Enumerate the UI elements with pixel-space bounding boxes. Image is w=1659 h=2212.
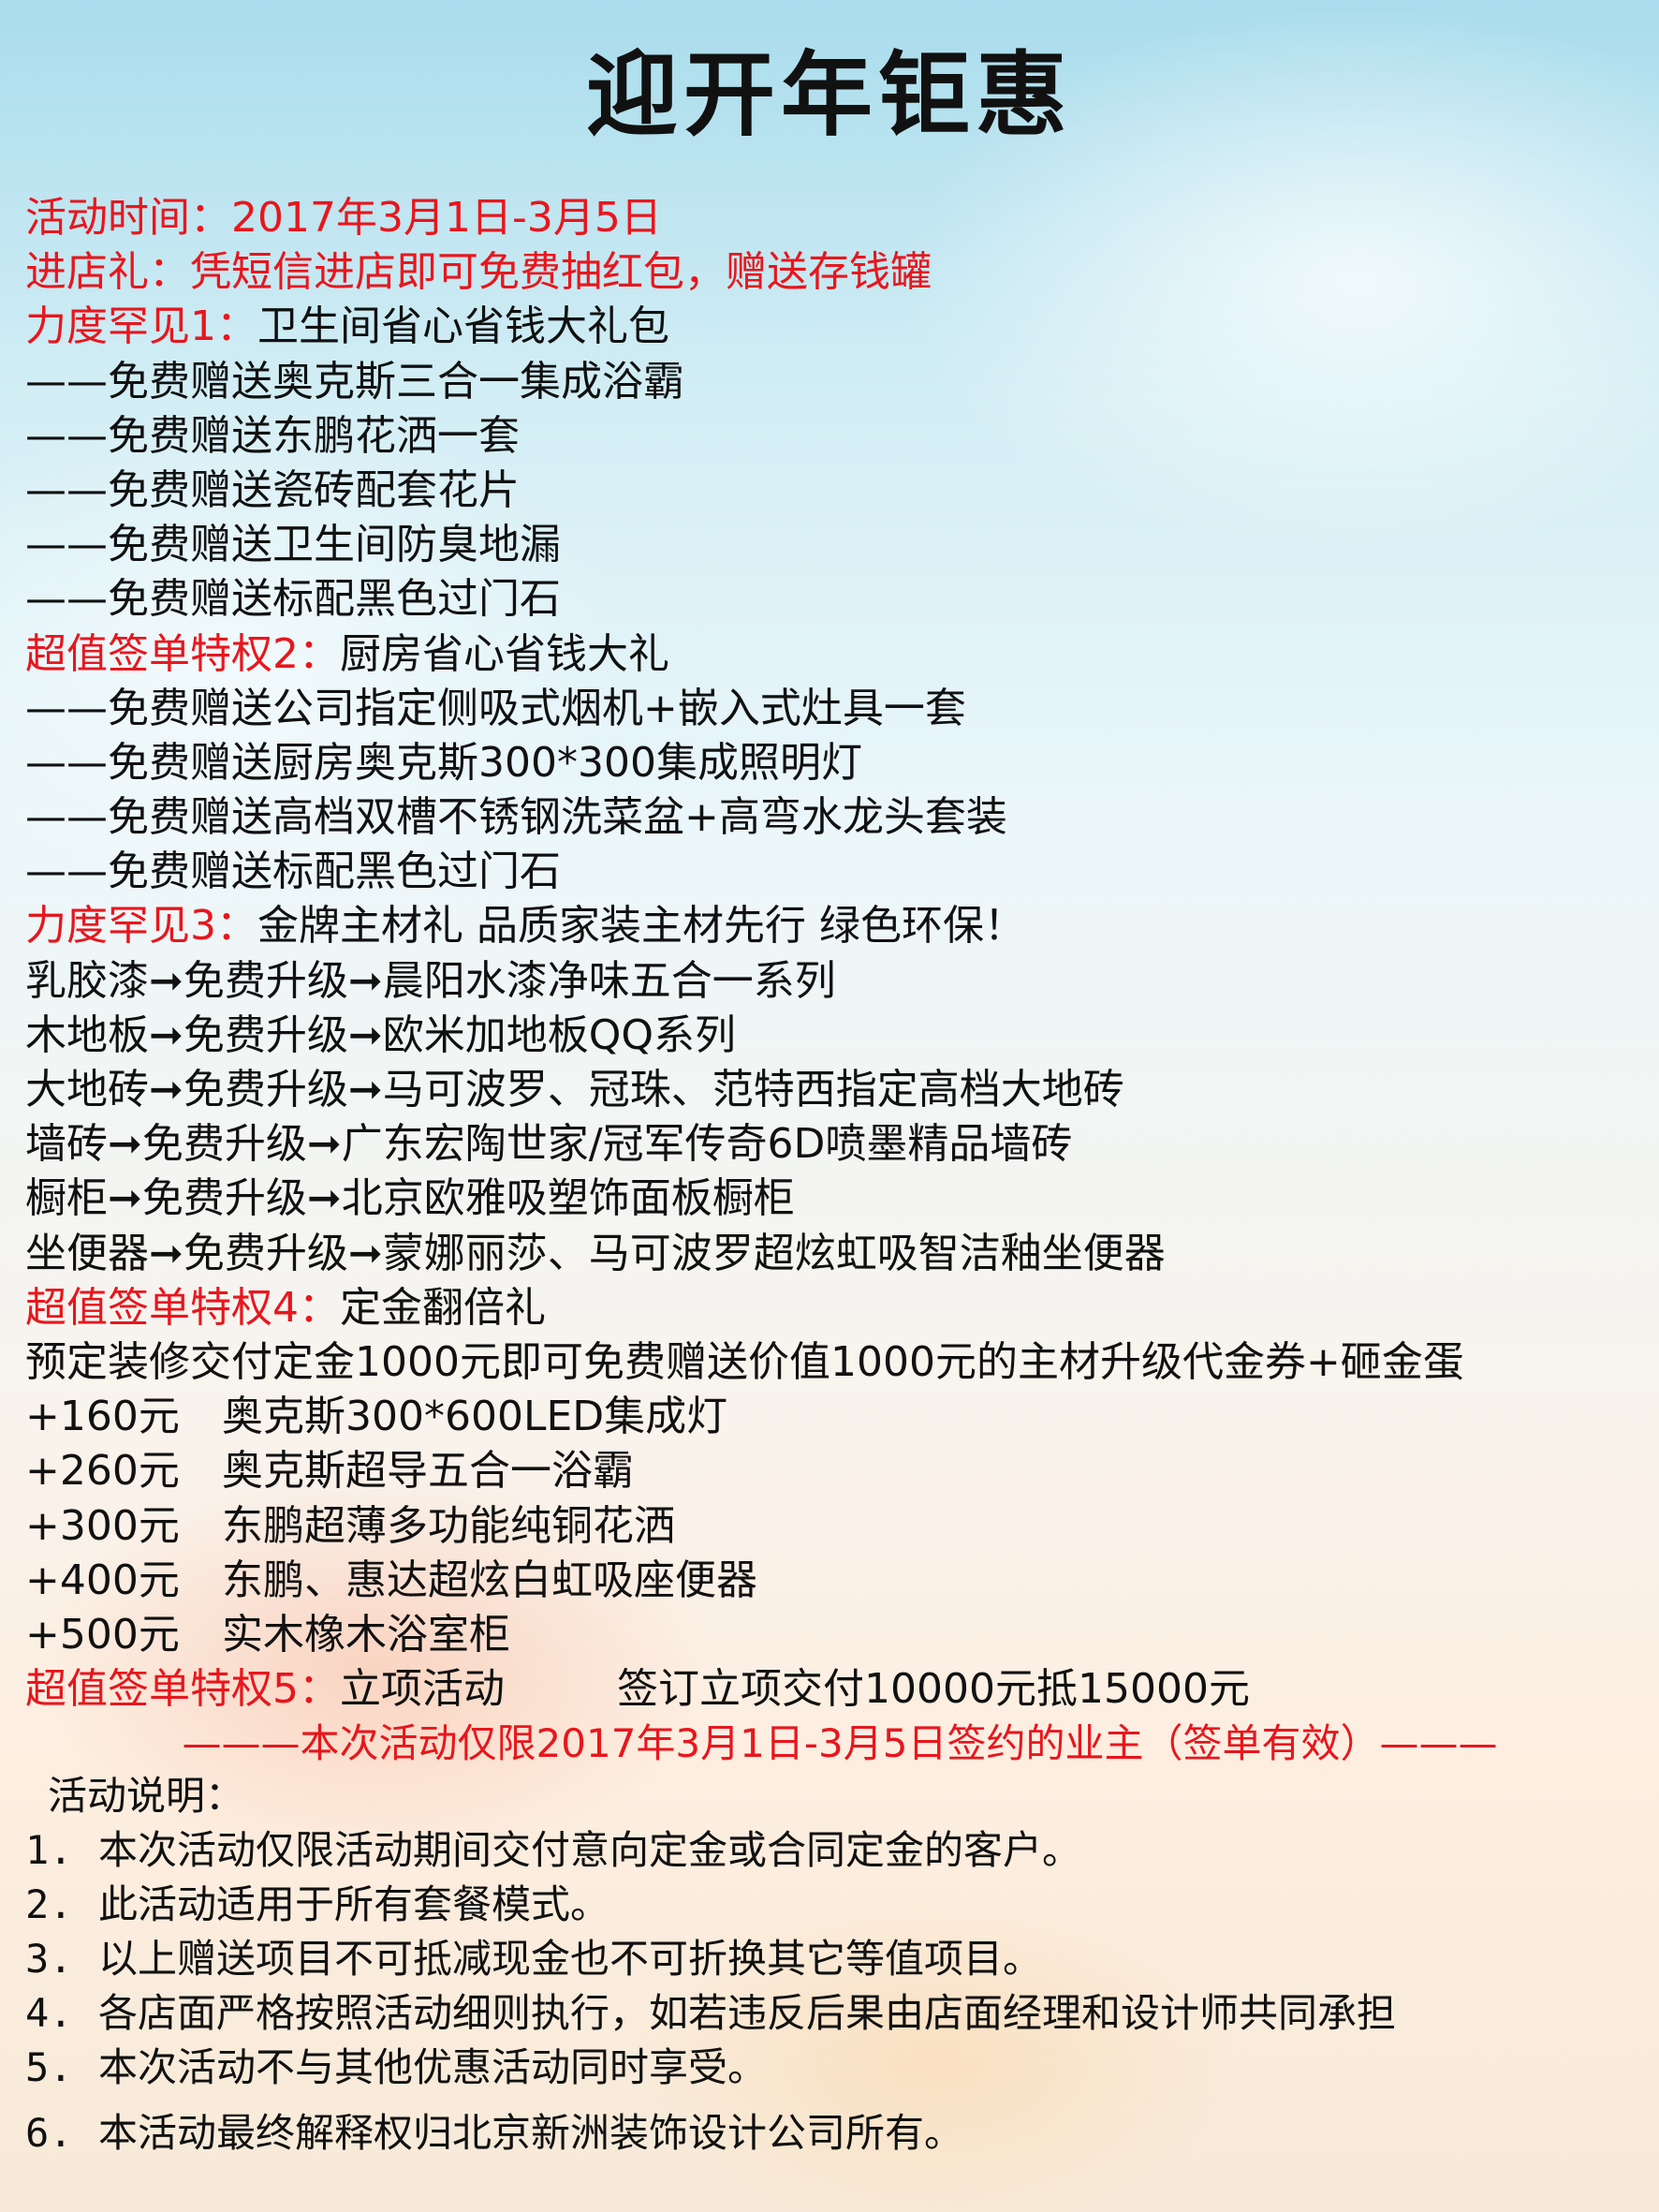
section1-item: ——免费赠送东鹏花洒一套 xyxy=(25,411,520,460)
bonus-row: +400元 东鹏、惠达超炫白虹吸座便器 xyxy=(25,1554,1654,1608)
section1-item: ——免费赠送卫生间防臭地漏 xyxy=(25,521,561,569)
note-text: 各店面严格按照活动细则执行，如若违反后果由店面经理和设计师共同承担 xyxy=(98,1990,1397,2036)
section1-heading: 力度罕见1：卫生间省心省钱大礼包 xyxy=(25,300,1654,354)
section2-item: ——免费赠送公司指定侧吸式烟机+嵌入式灶具一套 xyxy=(25,684,966,732)
note-item: 1. 本次活动仅限活动期间交付意向定金或合同定金的客户。 xyxy=(25,1823,1659,1878)
note-number: 2. xyxy=(25,1881,73,1927)
note-number: 5. xyxy=(25,2044,73,2090)
bonus-item: 实木橡木浴室柜 xyxy=(222,1610,510,1659)
section3-item: 橱柜➞免费升级➞北京欧雅吸塑饰面板橱柜 xyxy=(25,1174,795,1223)
bonus-row: +300元 东鹏超薄多功能纯铜花洒 xyxy=(25,1499,1654,1554)
note-text: 本次活动仅限活动期间交付意向定金或合同定金的客户。 xyxy=(98,1827,1082,1873)
section2-item: ——免费赠送厨房奥克斯300*300集成照明灯 xyxy=(25,738,862,787)
page-title: 迎开年钜惠 xyxy=(585,42,1073,149)
section1-item: ——免费赠送标配黑色过门石 xyxy=(25,575,561,624)
note-item: 5. 本次活动不与其他优惠活动同时享受。 xyxy=(25,2041,1659,2095)
section4-intro: 预定装修交付定金1000元即可免费赠送价值1000元的主材升级代金券+砸金蛋 xyxy=(25,1337,1464,1386)
section4-heading: 超值签单特权4：定金翻倍礼 xyxy=(25,1281,1654,1335)
bonus-row: +260元 奥克斯超导五合一浴霸 xyxy=(25,1444,1654,1498)
bonus-amount: +500元 xyxy=(25,1610,180,1659)
bonus-amount: +400元 xyxy=(25,1556,180,1604)
section2-item: ——免费赠送标配黑色过门石 xyxy=(25,848,561,896)
section2-item: ——免费赠送高档双槽不锈钢洗菜盆+高弯水龙头套装 xyxy=(25,793,1007,842)
section1-title: 卫生间省心省钱大礼包 xyxy=(257,302,669,351)
note-text: 本活动最终解释权归北京新洲装饰设计公司所有。 xyxy=(98,2110,964,2156)
bonus-item: 奥克斯超导五合一浴霸 xyxy=(222,1447,634,1496)
bonus-item: 东鹏、惠达超炫白虹吸座便器 xyxy=(222,1556,757,1604)
notes-heading: 活动说明： xyxy=(48,1773,245,1819)
section3-item: 坐便器➞免费升级➞蒙娜丽莎、马可波罗超炫虹吸智洁釉坐便器 xyxy=(25,1229,1166,1277)
section5-detail: 签订立项交付10000元抵15000元 xyxy=(617,1665,1250,1714)
note-text: 此活动适用于所有套餐模式。 xyxy=(98,1881,610,1927)
promo-content: 活动时间：2017年3月1日-3月5日 进店礼：凭短信进店即可免费抽红包，赠送存… xyxy=(25,191,1654,1771)
section3-item: 墙砖➞免费升级➞广东宏陶世家/冠军传奇6D喷墨精品墙砖 xyxy=(25,1120,1073,1169)
note-item: 2. 此活动适用于所有套餐模式。 xyxy=(25,1878,1659,1932)
section2-label: 超值签单特权2： xyxy=(25,629,340,678)
note-item: 6. 本活动最终解释权归北京新洲装饰设计公司所有。 xyxy=(25,2106,1659,2160)
bonus-item: 奥克斯300*600LED集成灯 xyxy=(222,1393,728,1441)
note-text: 以上赠送项目不可抵减现金也不可折换其它等值项目。 xyxy=(98,1936,1043,1982)
bonus-amount: +300元 xyxy=(25,1501,180,1550)
store-gift: 进店礼：凭短信进店即可免费抽红包，赠送存钱罐 xyxy=(25,248,932,297)
note-number: 1. xyxy=(25,1827,73,1873)
note-item: 3. 以上赠送项目不可抵减现金也不可折换其它等值项目。 xyxy=(25,1932,1659,1986)
event-limit-banner: ———本次活动仅限2017年3月1日-3月5日签约的业主（签单有效）——— xyxy=(182,1720,1498,1767)
event-notes: 活动说明： 1. 本次活动仅限活动期间交付意向定金或合同定金的客户。 2. 此活动适… xyxy=(25,1769,1659,2160)
section4-title: 定金翻倍礼 xyxy=(340,1283,546,1332)
bonus-row: +500元 实木橡木浴室柜 xyxy=(25,1608,1654,1662)
bonus-item: 东鹏超薄多功能纯铜花洒 xyxy=(222,1501,675,1550)
section1-label: 力度罕见1： xyxy=(25,302,257,351)
section4-label: 超值签单特权4： xyxy=(25,1283,340,1332)
section3-item: 木地板➞免费升级➞欧米加地板QQ系列 xyxy=(25,1010,736,1059)
section5-heading: 超值签单特权5：立项活动 签订立项交付10000元抵15000元 xyxy=(25,1662,1654,1717)
note-number: 3. xyxy=(25,1936,73,1982)
section1-item: ——免费赠送奥克斯三合一集成浴霸 xyxy=(25,357,684,406)
section3-title: 金牌主材礼 品质家装主材先行 绿色环保！ xyxy=(257,902,1025,951)
section3-item: 大地砖➞免费升级➞马可波罗、冠珠、范特西指定高档大地砖 xyxy=(25,1066,1124,1113)
section5-title: 立项活动 xyxy=(340,1665,505,1714)
bonus-amount: +160元 xyxy=(25,1393,180,1441)
section2-heading: 超值签单特权2：厨房省心省钱大礼 xyxy=(25,627,1654,682)
section3-label: 力度罕见3： xyxy=(25,902,257,951)
event-time: 活动时间：2017年3月1日-3月5日 xyxy=(25,194,662,242)
section3-heading: 力度罕见3：金牌主材礼 品质家装主材先行 绿色环保！ xyxy=(25,899,1654,953)
section3-item: 乳胶漆➞免费升级➞晨阳水漆净味五合一系列 xyxy=(25,956,836,1005)
section2-title: 厨房省心省钱大礼 xyxy=(340,629,669,678)
section1-item: ——免费赠送瓷砖配套花片 xyxy=(25,465,520,514)
bonus-amount: +260元 xyxy=(25,1447,180,1496)
note-text: 本次活动不与其他优惠活动同时享受。 xyxy=(98,2044,768,2090)
note-number: 6. xyxy=(25,2110,73,2156)
note-item: 4. 各店面严格按照活动细则执行，如若违反后果由店面经理和设计师共同承担 xyxy=(25,1986,1659,2041)
bonus-row: +160元 奥克斯300*600LED集成灯 xyxy=(25,1390,1654,1444)
note-number: 4. xyxy=(25,1990,73,2036)
section5-label: 超值签单特权5： xyxy=(25,1665,340,1714)
